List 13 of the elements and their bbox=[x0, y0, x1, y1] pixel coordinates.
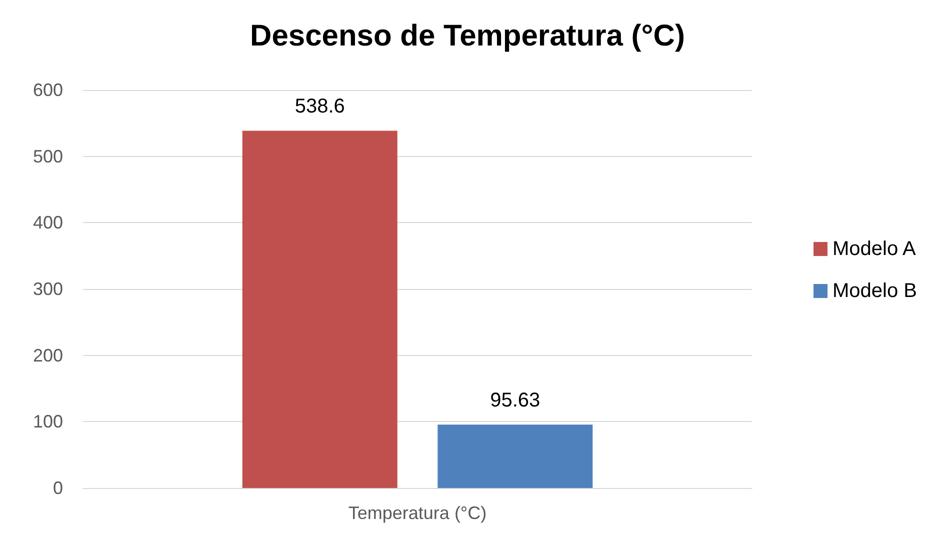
data-label: 538.6 bbox=[294, 96, 345, 118]
chart-title: Descenso de Temperatura (°C) bbox=[250, 20, 685, 52]
y-tick-label: 500 bbox=[32, 146, 63, 166]
y-tick-label: 200 bbox=[32, 345, 63, 366]
legend-label: Modelo A bbox=[832, 238, 917, 260]
y-tick-label: 600 bbox=[32, 80, 63, 100]
legend-label: Modelo B bbox=[832, 280, 918, 302]
y-tick-label: 100 bbox=[32, 412, 63, 432]
y-tick-label: 400 bbox=[32, 212, 63, 233]
y-tick-label: 0 bbox=[52, 478, 63, 498]
x-tick-label: Temperatura (°C) bbox=[348, 503, 487, 523]
y-tick-label: 300 bbox=[32, 279, 63, 299]
data-label: 95.63 bbox=[490, 390, 540, 412]
